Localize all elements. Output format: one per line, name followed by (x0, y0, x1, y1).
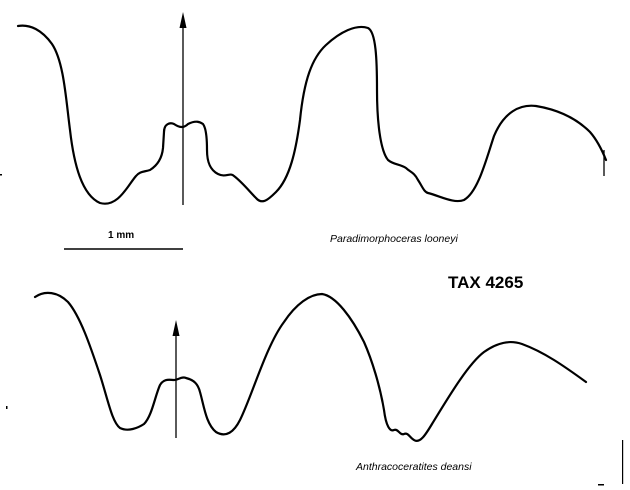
scale-bar: 1 mm (64, 230, 183, 250)
scale-bar-label: 1 mm (108, 230, 134, 241)
suture-lower (33, 291, 588, 442)
suture-line-lower (33, 291, 588, 442)
specimen-code: TAX 4265 (448, 273, 523, 292)
axis-arrowhead-upper (179, 12, 187, 28)
scan-speck-right-edge (622, 440, 624, 484)
suture-line-upper (16, 24, 608, 205)
axis-arrowhead-lower (172, 320, 180, 336)
scan-speck-bottom-right (598, 484, 604, 486)
species-label-lower: Anthracoceratites deansi (355, 461, 472, 473)
scan-speck-left-lower (6, 406, 8, 409)
species-label-upper: Paradimorphoceras looneyi (330, 233, 458, 245)
scan-speck-left-upper (0, 174, 2, 176)
suture-upper (16, 12, 608, 205)
